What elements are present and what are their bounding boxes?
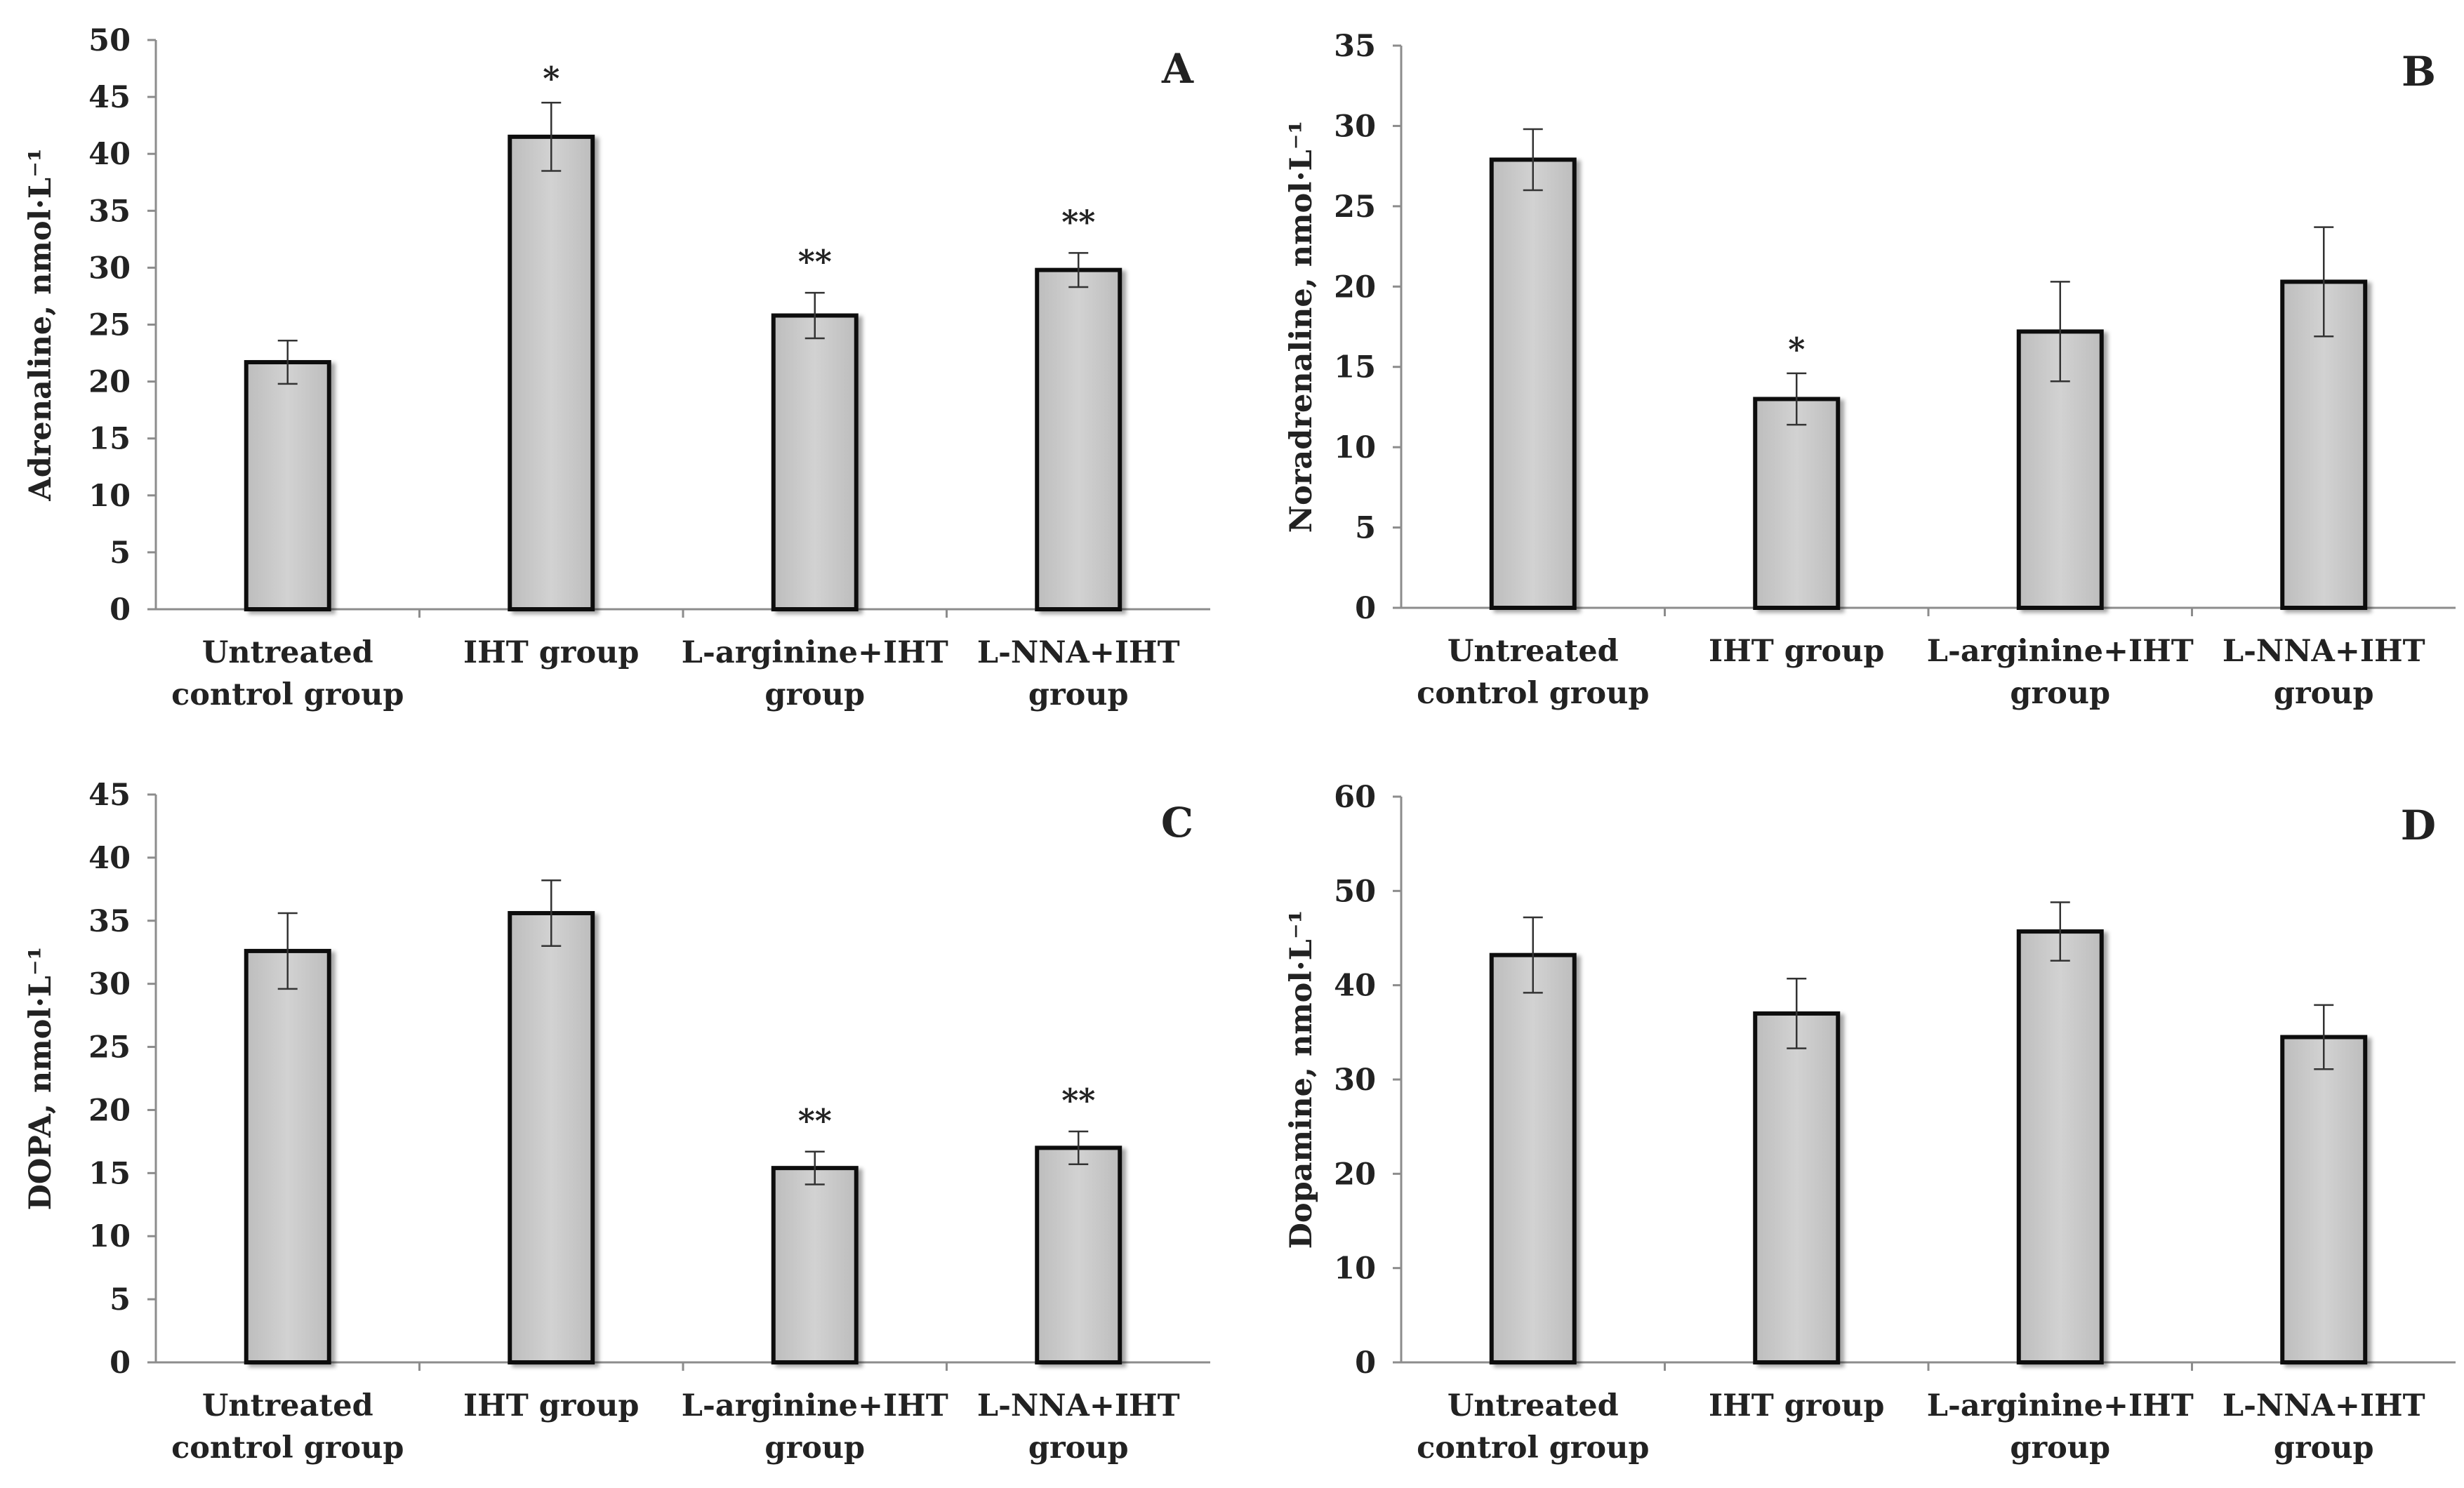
y-tick-label: 5: [1355, 511, 1376, 546]
panel-a: 0 5 10 15 20 25 30 35 40 45 50 Adrenaline, nmol·L⁻¹…: [23, 23, 1210, 712]
y-tick-label: 5: [110, 536, 131, 571]
y-tick-label: 10: [1334, 1251, 1376, 1287]
y-tick-label: 20: [88, 1093, 131, 1128]
y-tick-label: 15: [1334, 350, 1376, 385]
y-tick-label: 0: [1355, 1346, 1376, 1381]
panel-b: 0 5 10 15 20 25 30 35 Noradrenaline, nmol·L⁻¹ B Un…: [1284, 29, 2456, 711]
category-label: Untreated control group: [171, 1388, 404, 1466]
y-tick-label: 45: [88, 80, 131, 115]
y-tick-label: 30: [1334, 1063, 1376, 1098]
bar: [1489, 157, 1577, 610]
y-tick-label: 35: [88, 194, 131, 229]
y-tick-label: 60: [1334, 780, 1376, 815]
panel-letter: B: [2402, 48, 2436, 95]
y-tick-label: 30: [88, 251, 131, 286]
bar: [771, 1166, 859, 1364]
bar: [1035, 1145, 1122, 1365]
y-tick-label: 30: [88, 967, 131, 1002]
y-tick-label: 35: [1334, 29, 1376, 64]
significance-marker: *: [1788, 331, 1805, 368]
bar: [771, 313, 859, 611]
significance-marker: **: [798, 243, 832, 281]
panel-letter: C: [1161, 799, 1193, 846]
y-tick-label: 0: [1355, 591, 1376, 626]
y-tick-label: 25: [88, 1030, 131, 1065]
y-tick-label: 40: [1334, 969, 1376, 1004]
y-tick-label: 50: [88, 23, 131, 58]
category-label: L-arginine+IHT group: [1927, 634, 2194, 711]
y-tick-label: 40: [88, 137, 131, 172]
y-axis-title: Dopamine, nmol·L⁻¹: [1284, 910, 1319, 1249]
y-tick-label: 20: [88, 365, 131, 400]
category-label: IHT group: [463, 635, 639, 670]
y-tick-label: 50: [1334, 874, 1376, 909]
category-label: IHT group: [463, 1388, 639, 1423]
panel-letter: A: [1161, 45, 1194, 93]
category-label: L-arginine+IHT group: [1927, 1388, 2194, 1466]
y-tick-label: 10: [88, 479, 131, 514]
category-label: L-arginine+IHT group: [682, 1388, 948, 1466]
bar: [244, 360, 331, 611]
bar: [508, 134, 595, 611]
category-label: L-NNA+IHT group: [977, 1388, 1180, 1466]
category-label: L-NNA+IHT group: [2223, 634, 2425, 711]
y-axis-title: Noradrenaline, nmol·L⁻¹: [1284, 121, 1319, 533]
y-tick-label: 40: [88, 841, 131, 876]
y-tick-label: 15: [88, 1156, 131, 1191]
y-tick-label: 10: [88, 1219, 131, 1254]
y-tick-label: 20: [1334, 270, 1376, 305]
y-tick-label: 10: [1334, 430, 1376, 465]
category-label: L-NNA+IHT group: [2223, 1388, 2425, 1466]
bar: [2016, 929, 2104, 1364]
bar: [2280, 1035, 2368, 1365]
category-label: Untreated control group: [1417, 1388, 1649, 1466]
panel-d: 0 10 20 30 40 50 60 Dopamine, nmol·L⁻¹ D Untreate…: [1284, 780, 2456, 1466]
significance-marker: **: [1061, 1082, 1095, 1120]
y-tick-label: 25: [88, 308, 131, 343]
category-label: Untreated control group: [1417, 634, 1649, 711]
bar: [1489, 952, 1577, 1365]
y-tick-label: 25: [1334, 190, 1376, 225]
bar: [1035, 267, 1122, 611]
significance-marker: *: [543, 60, 559, 98]
category-label: Untreated control group: [171, 635, 404, 712]
y-tick-label: 35: [88, 904, 131, 939]
category-label: IHT group: [1709, 634, 1884, 669]
y-tick-label: 0: [110, 1346, 131, 1381]
bar: [1753, 397, 1841, 610]
y-axis-title: DOPA, nmol·L⁻¹: [23, 947, 58, 1211]
panel-letter: D: [2401, 802, 2436, 849]
bar: [1753, 1011, 1841, 1364]
bar: [508, 910, 595, 1364]
bar: [244, 948, 331, 1364]
y-tick-label: 30: [1334, 109, 1376, 144]
panel-c: 0 5 10 15 20 25 30 35 40 45 DOPA, nmol·L⁻¹ C Untreat…: [23, 778, 1210, 1466]
category-label: IHT group: [1709, 1388, 1884, 1423]
y-axis-title: Adrenaline, nmol·L⁻¹: [23, 148, 58, 501]
y-tick-label: 15: [88, 422, 131, 457]
significance-marker: **: [1061, 203, 1095, 241]
category-label: L-NNA+IHT group: [977, 635, 1180, 712]
y-tick-label: 45: [88, 778, 131, 813]
y-tick-label: 20: [1334, 1157, 1376, 1192]
y-tick-label: 0: [110, 592, 131, 627]
category-label: L-arginine+IHT group: [682, 635, 948, 712]
significance-marker: **: [798, 1102, 832, 1140]
y-tick-label: 5: [110, 1282, 131, 1317]
